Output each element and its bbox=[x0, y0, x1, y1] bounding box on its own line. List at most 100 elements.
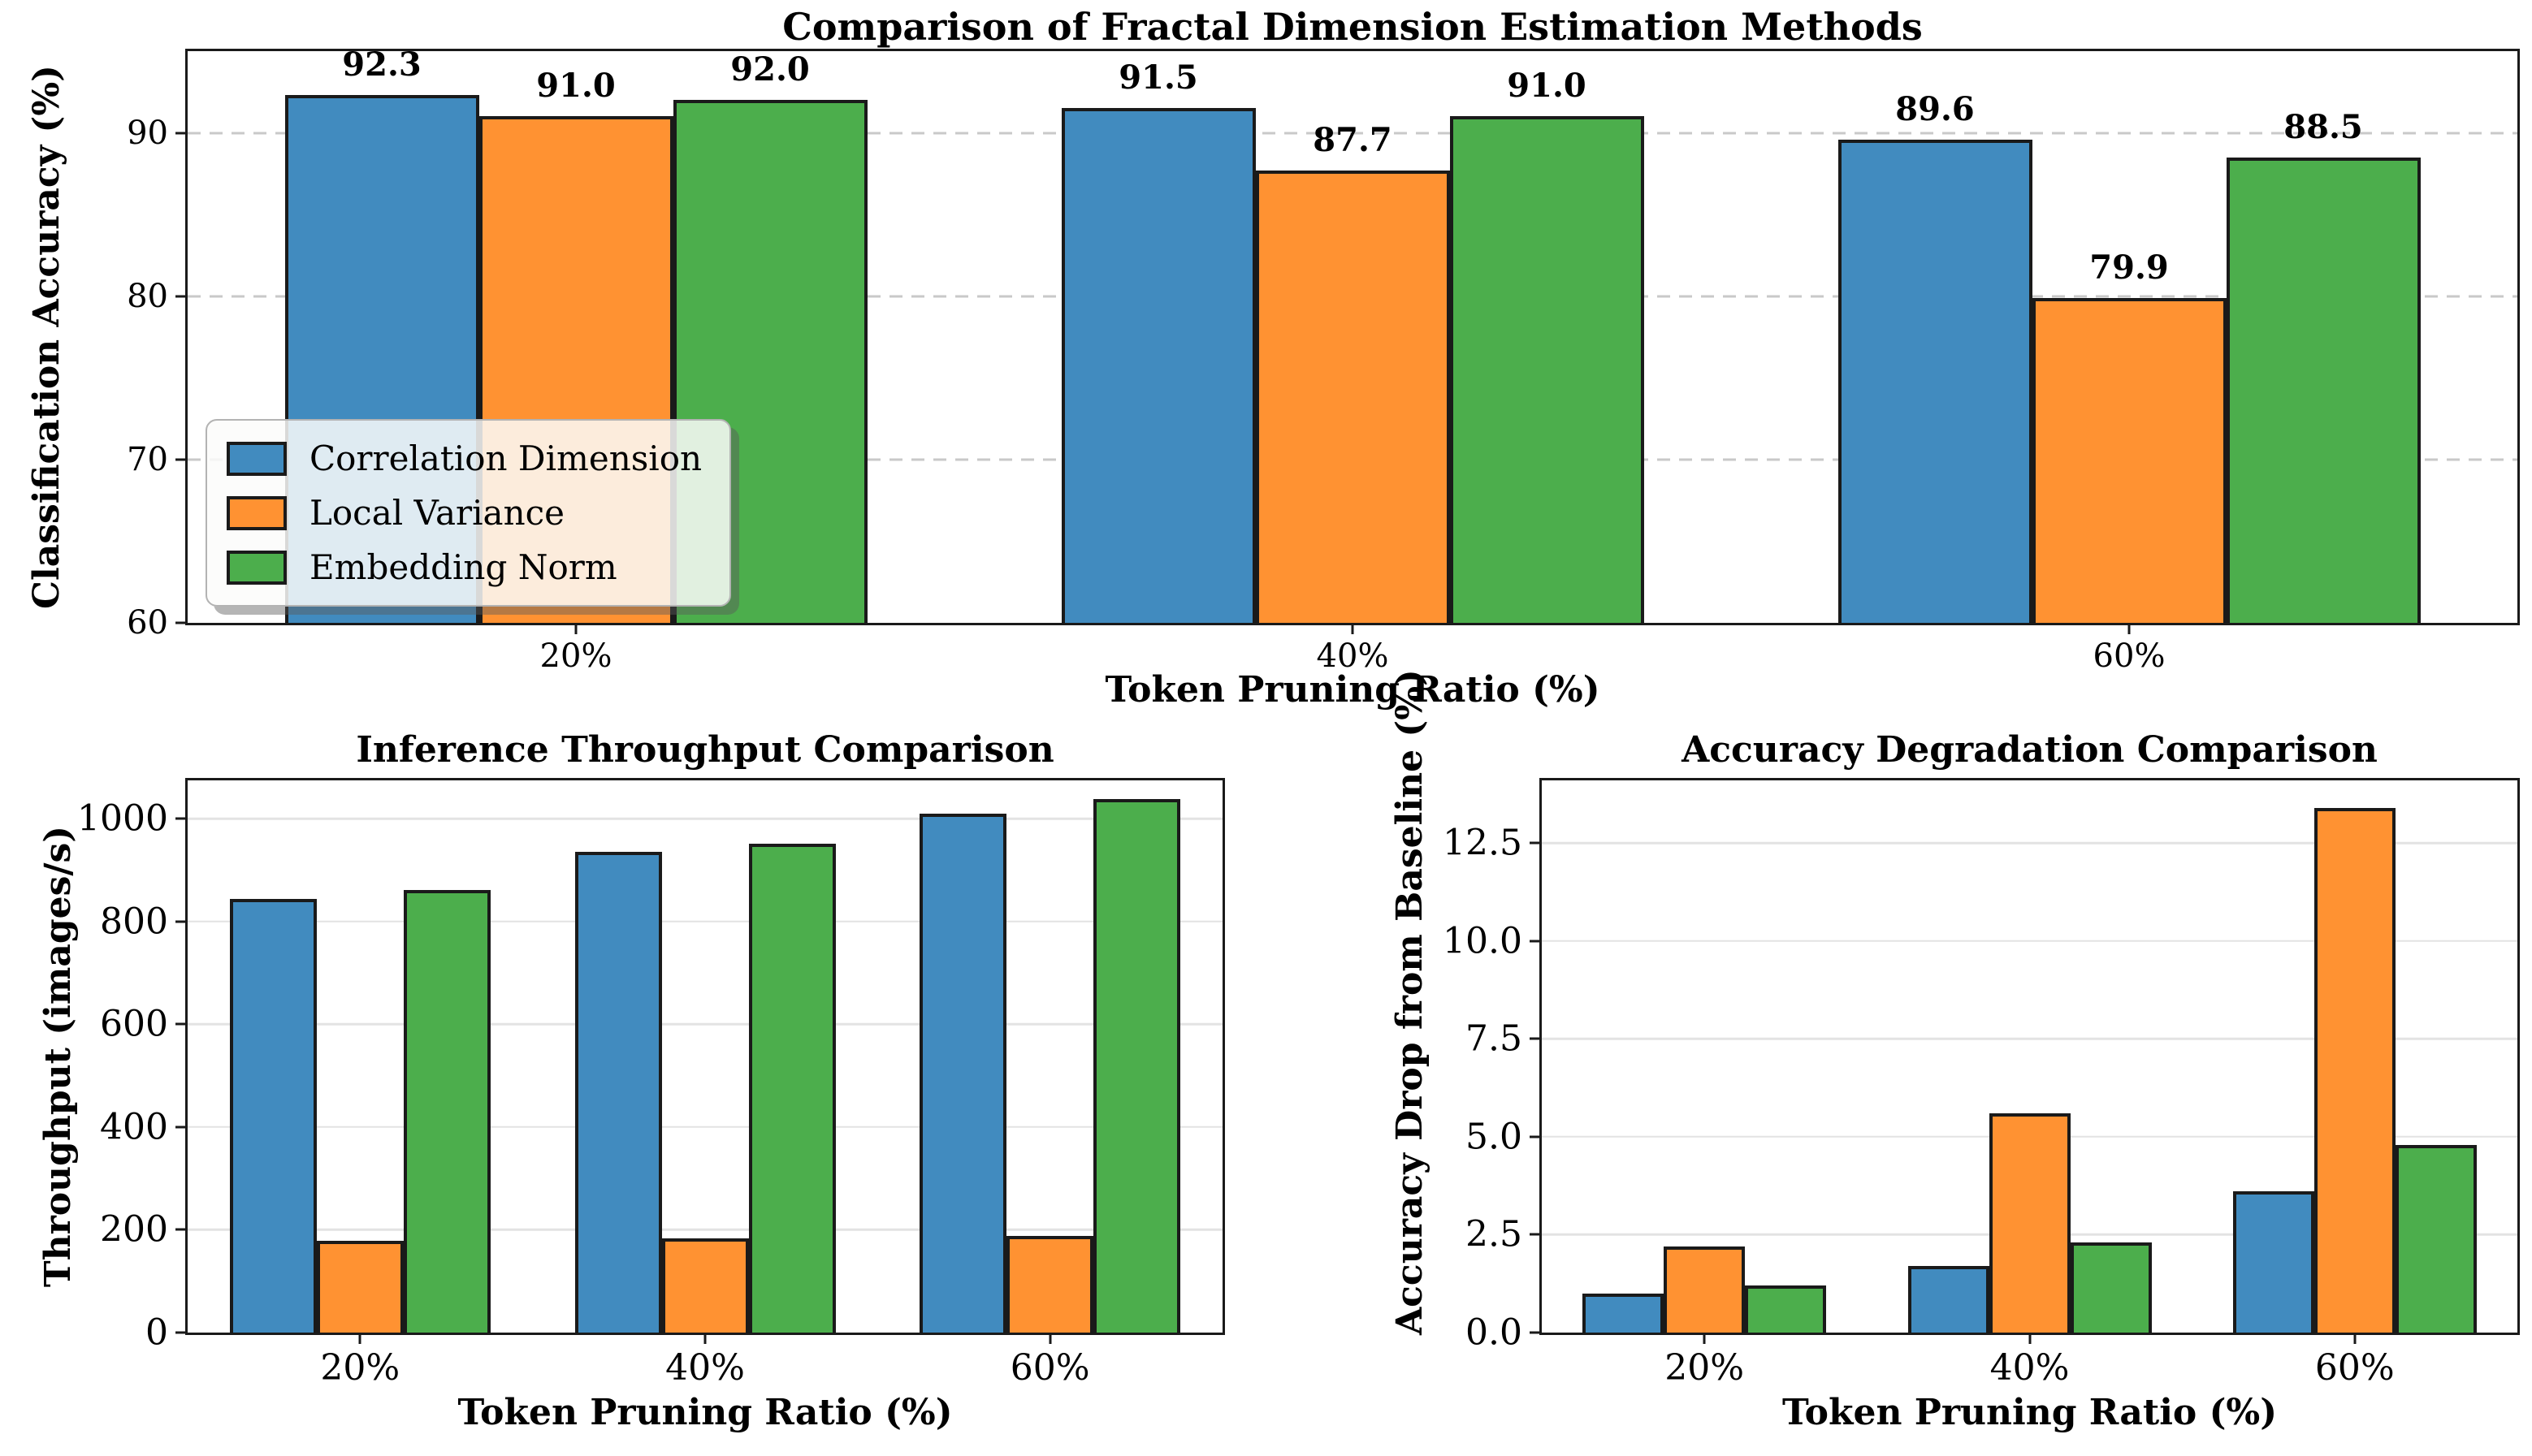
y-tick-mark bbox=[1530, 841, 1542, 845]
y-tick-label: 70 bbox=[127, 440, 168, 478]
y-tick-label: 1000 bbox=[77, 797, 168, 840]
bar-local-variance bbox=[2032, 297, 2227, 623]
x-tick-mark bbox=[2353, 1333, 2357, 1344]
y-tick-label: 0.0 bbox=[1465, 1311, 1522, 1354]
x-tick-mark bbox=[2028, 1333, 2031, 1344]
y-tick-mark bbox=[1530, 1037, 1542, 1040]
bar-local-variance bbox=[1989, 1113, 2071, 1333]
y-tick-mark bbox=[175, 1228, 188, 1231]
bar-local-variance bbox=[1664, 1246, 1746, 1333]
legend-swatch bbox=[227, 495, 287, 530]
x-tick-mark bbox=[358, 1333, 361, 1344]
bar-local-variance bbox=[316, 1241, 404, 1333]
y-tick-mark bbox=[175, 1022, 188, 1026]
y-tick-label: 2.5 bbox=[1465, 1213, 1522, 1255]
x-axis-label: Token Pruning Ratio (%) bbox=[1781, 1392, 2278, 1433]
y-tick-label: 10.0 bbox=[1443, 920, 1522, 962]
x-tick-label: 20% bbox=[320, 1347, 400, 1389]
bar-embedding-norm bbox=[1745, 1285, 1827, 1333]
bar-embedding-norm bbox=[1449, 116, 1644, 623]
bar-correlation-dimension bbox=[1907, 1266, 1989, 1333]
x-tick-mark bbox=[574, 623, 578, 634]
bar-embedding-norm bbox=[2395, 1144, 2477, 1333]
y-tick-label: 12.5 bbox=[1443, 822, 1522, 864]
gridline bbox=[188, 920, 1223, 923]
x-axis-label: Token Pruning Ratio (%) bbox=[457, 1392, 953, 1433]
y-axis-label: Accuracy Drop from Baseline (%) bbox=[1389, 669, 1430, 1335]
x-axis-label: Token Pruning Ratio (%) bbox=[1105, 669, 1600, 711]
bar-value-label: 92.3 bbox=[342, 45, 422, 84]
y-tick-mark bbox=[175, 132, 188, 135]
x-tick-label: 20% bbox=[539, 637, 612, 675]
gridline bbox=[188, 818, 1223, 820]
legend-label: Local Variance bbox=[309, 493, 565, 533]
bar-value-label: 79.9 bbox=[2089, 248, 2169, 287]
y-tick-label: 80 bbox=[127, 277, 168, 315]
x-tick-label: 40% bbox=[665, 1347, 745, 1389]
bar-value-label: 91.0 bbox=[536, 67, 616, 106]
legend: Correlation Dimension Local Variance Embed… bbox=[206, 419, 732, 607]
legend-swatch bbox=[227, 550, 287, 585]
bar-correlation-dimension bbox=[1582, 1293, 1664, 1333]
y-tick-mark bbox=[1530, 940, 1542, 943]
x-tick-label: 40% bbox=[1989, 1347, 2070, 1389]
y-tick-label: 400 bbox=[100, 1106, 168, 1148]
y-axis-label: Throughput (images/s) bbox=[37, 825, 79, 1288]
y-tick-label: 60 bbox=[127, 604, 168, 642]
x-tick-label: 20% bbox=[1664, 1347, 1745, 1389]
bar-embedding-norm bbox=[2226, 157, 2421, 623]
y-tick-mark bbox=[175, 458, 188, 461]
legend-label: Correlation Dimension bbox=[309, 439, 703, 478]
bar-value-label: 92.0 bbox=[730, 50, 810, 89]
bar-value-label: 87.7 bbox=[1313, 120, 1392, 159]
chart-title: Accuracy Degradation Comparison bbox=[1682, 729, 2378, 771]
bar-local-variance bbox=[661, 1238, 749, 1333]
legend-item-local-variance: Local Variance bbox=[227, 493, 702, 533]
gridline bbox=[1542, 940, 2517, 942]
bar-correlation-dimension bbox=[1837, 139, 2032, 623]
bar-correlation-dimension bbox=[1061, 108, 1256, 623]
y-tick-mark bbox=[175, 817, 188, 820]
bar-correlation-dimension bbox=[574, 851, 662, 1333]
y-tick-label: 90 bbox=[127, 114, 168, 152]
y-tick-mark bbox=[175, 295, 188, 298]
x-tick-mark bbox=[1049, 1333, 1052, 1344]
legend-swatch bbox=[227, 441, 287, 476]
y-tick-label: 200 bbox=[100, 1208, 168, 1251]
y-tick-mark bbox=[175, 1331, 188, 1334]
y-tick-mark bbox=[175, 920, 188, 923]
gridline bbox=[188, 1023, 1223, 1026]
gridline bbox=[1542, 1038, 2517, 1040]
gridline bbox=[188, 132, 2517, 135]
x-tick-mark bbox=[1351, 623, 1354, 634]
gridline bbox=[188, 1125, 1223, 1129]
bar-correlation-dimension bbox=[2232, 1191, 2314, 1333]
bar-correlation-dimension bbox=[229, 898, 317, 1333]
y-tick-label: 7.5 bbox=[1465, 1017, 1522, 1060]
x-tick-label: 40% bbox=[1316, 637, 1389, 675]
y-axis-label: Classification Accuracy (%) bbox=[26, 65, 67, 610]
x-tick-label: 60% bbox=[1010, 1347, 1090, 1389]
bar-local-variance bbox=[2313, 807, 2396, 1333]
legend-label: Embedding Norm bbox=[309, 547, 617, 587]
bar-local-variance bbox=[1255, 170, 1450, 623]
bar-local-variance bbox=[1006, 1236, 1094, 1333]
y-tick-label: 0 bbox=[145, 1311, 168, 1354]
gridline bbox=[188, 1229, 1223, 1231]
bar-value-label: 88.5 bbox=[2283, 107, 2363, 146]
bar-embedding-norm bbox=[1093, 799, 1181, 1333]
bar-value-label: 91.5 bbox=[1119, 58, 1198, 97]
y-tick-label: 600 bbox=[100, 1003, 168, 1045]
chart-title: Comparison of Fractal Dimension Estimati… bbox=[782, 5, 1923, 49]
x-tick-mark bbox=[2127, 623, 2131, 634]
y-tick-label: 5.0 bbox=[1465, 1116, 1522, 1158]
y-tick-mark bbox=[175, 621, 188, 624]
y-tick-mark bbox=[1530, 1331, 1542, 1334]
x-tick-mark bbox=[703, 1333, 707, 1344]
legend-item-correlation-dimension: Correlation Dimension bbox=[227, 439, 702, 478]
plot-area-degradation: 0.0 2.5 5.0 7.5 10.0 12.5 20% 40% 60% bbox=[1443, 778, 2520, 1389]
bar-embedding-norm bbox=[403, 890, 491, 1333]
plot-area-throughput: 0 200 400 600 800 1000 20% 40% 60% bbox=[77, 778, 1225, 1389]
y-tick-mark bbox=[1530, 1135, 1542, 1138]
